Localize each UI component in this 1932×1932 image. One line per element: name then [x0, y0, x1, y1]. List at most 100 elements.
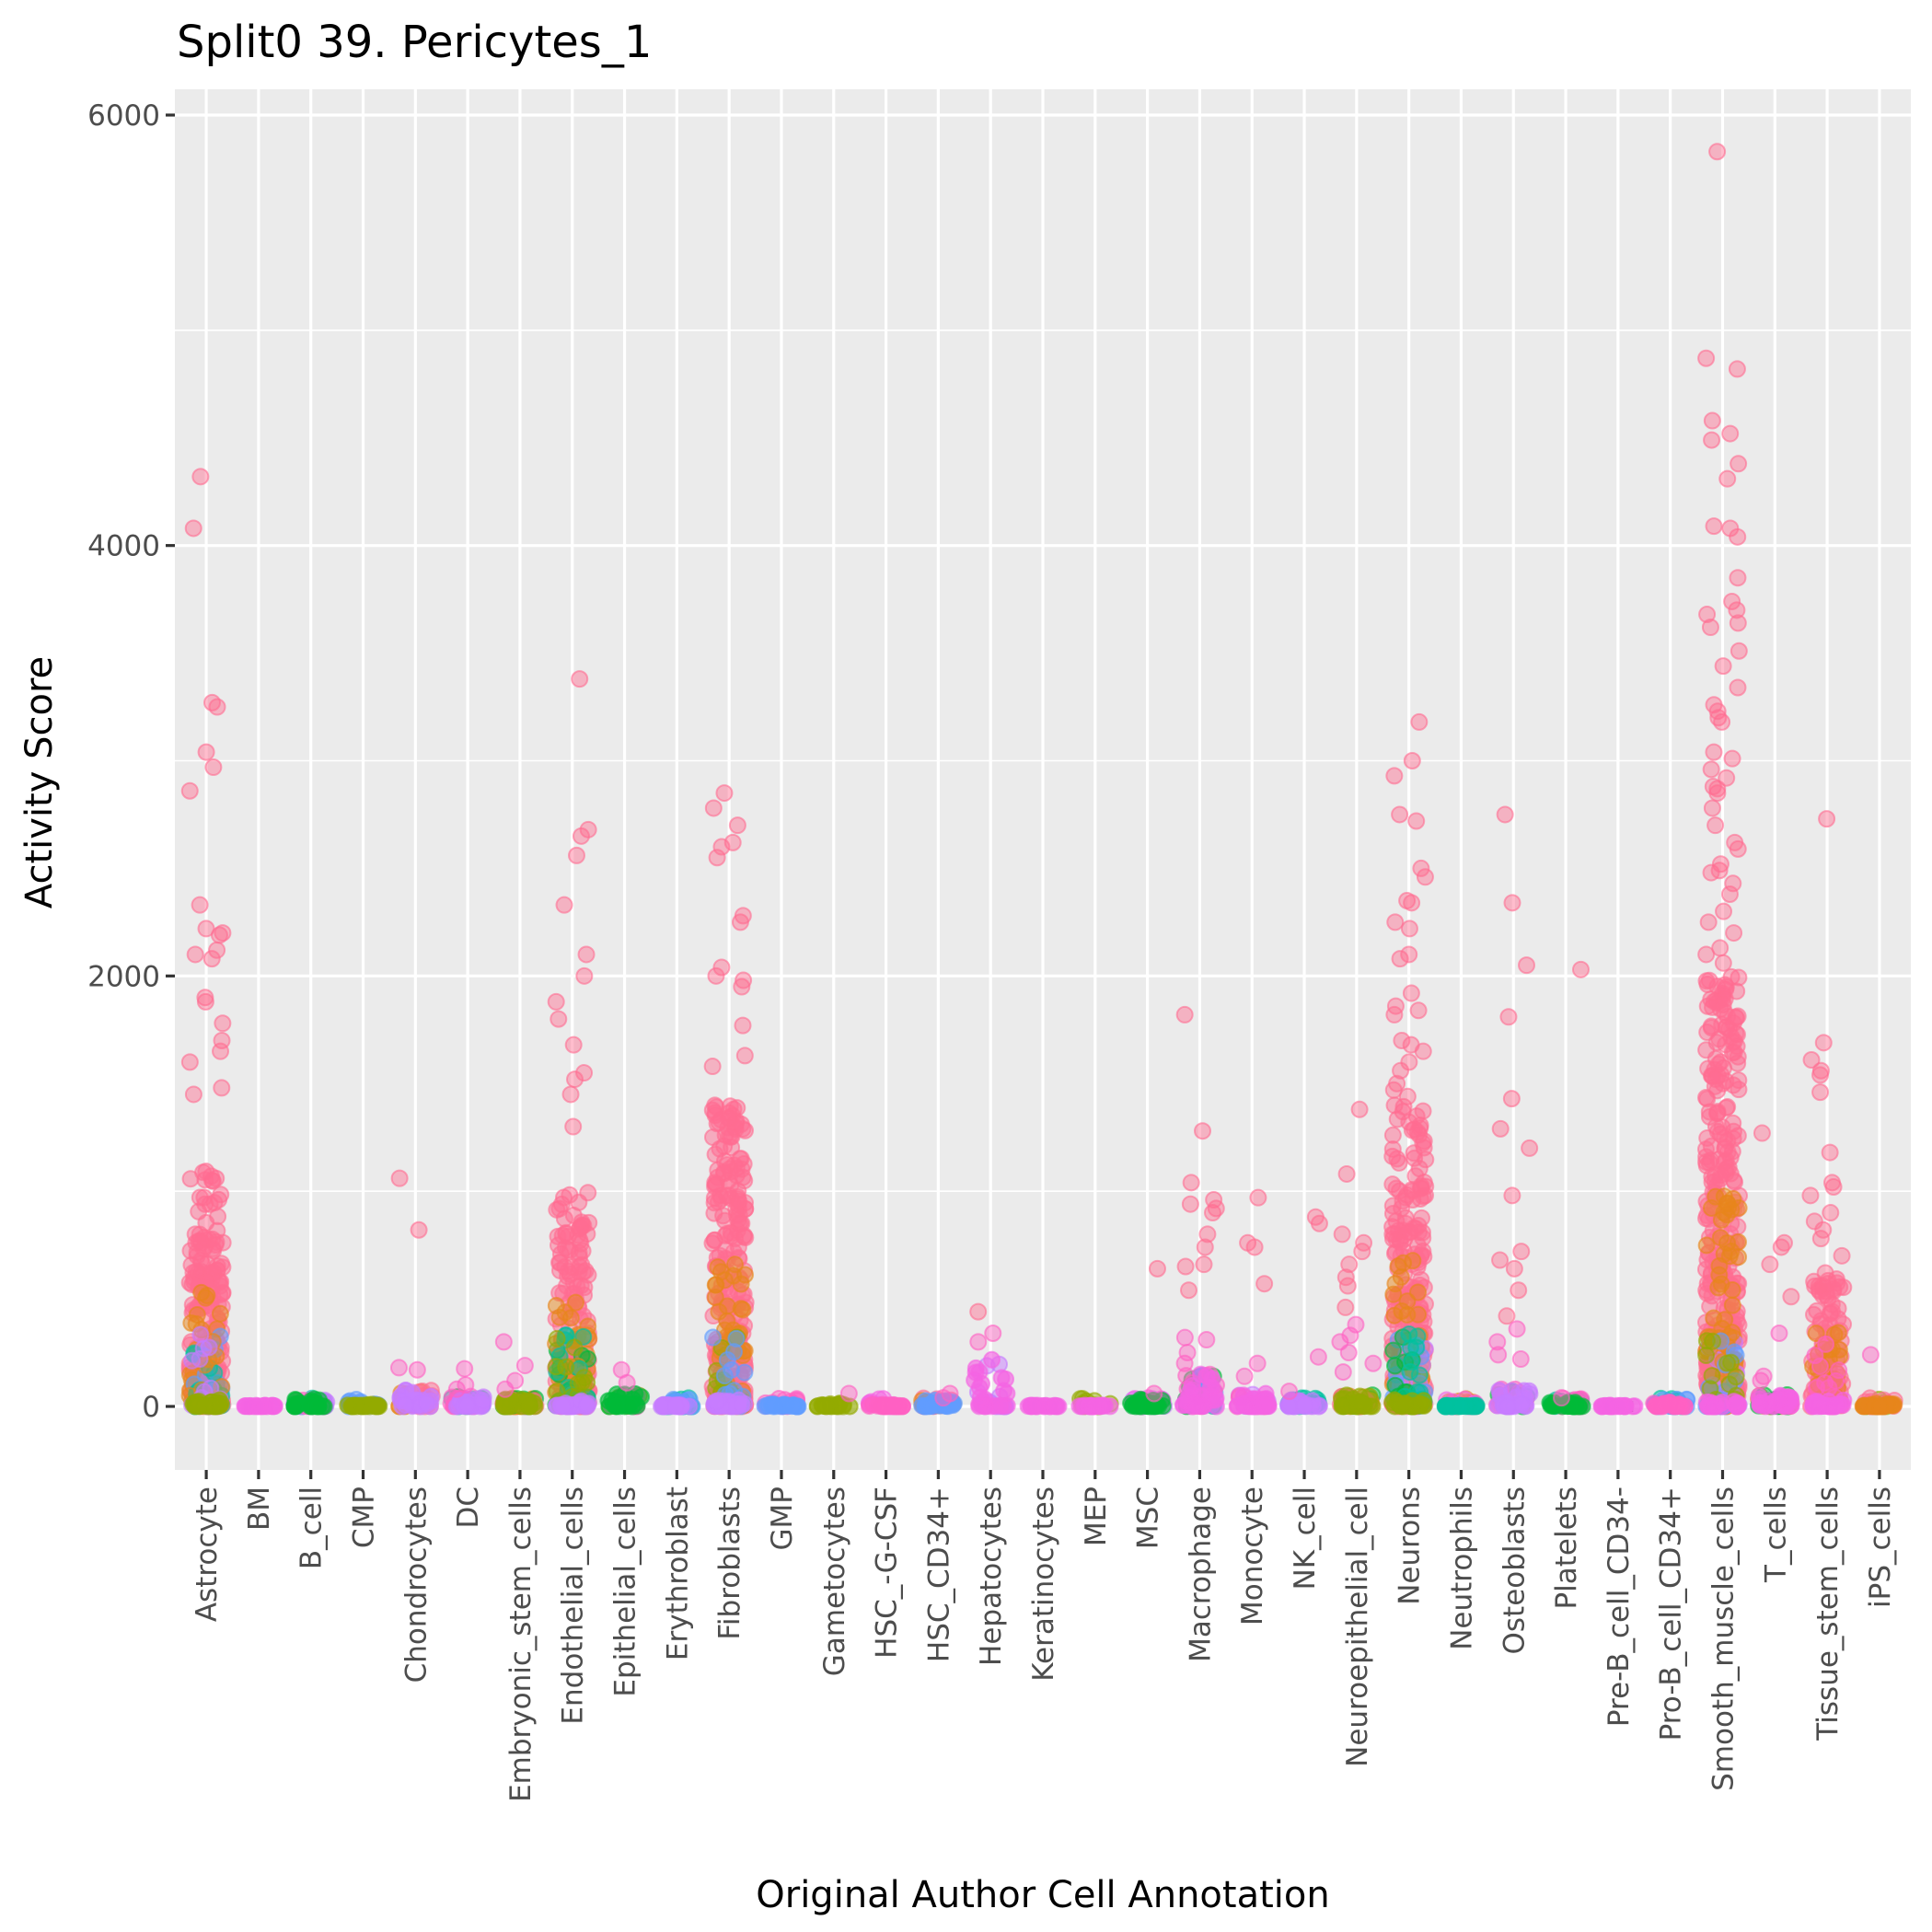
- x-tick-label: MEP: [1080, 1487, 1113, 1546]
- data-point: [735, 1227, 753, 1245]
- x-tick-label: HSC_-G-CSF: [871, 1487, 904, 1659]
- data-point-outlier: [984, 1324, 1002, 1342]
- data-point: [494, 1394, 513, 1413]
- data-point-outlier: [1824, 1177, 1843, 1196]
- x-tick-label: Pre-B_cell_CD34-: [1602, 1487, 1636, 1727]
- data-point: [569, 1374, 587, 1393]
- data-point-outlier: [1512, 1243, 1531, 1261]
- data-point: [840, 1397, 859, 1416]
- data-point: [607, 1397, 626, 1416]
- data-point-outlier: [1145, 1384, 1163, 1403]
- data-point: [1386, 1275, 1405, 1293]
- data-point: [1184, 1381, 1202, 1399]
- x-tick-label: Monocyte: [1236, 1487, 1269, 1625]
- data-point-outlier: [1508, 1320, 1526, 1338]
- data-point-outlier: [212, 1042, 230, 1060]
- data-point: [1724, 1189, 1742, 1208]
- x-tick-label: Platelets: [1550, 1487, 1583, 1610]
- data-point: [309, 1397, 328, 1416]
- x-tick-label: Embryonic_stem_cells: [504, 1487, 538, 1802]
- data-point-outlier: [515, 1357, 534, 1375]
- data-point: [1711, 1125, 1730, 1143]
- data-point-outlier: [734, 1016, 752, 1035]
- data-point-outlier: [1718, 469, 1737, 488]
- x-tick-label: Osteoblasts: [1498, 1487, 1531, 1655]
- data-point: [285, 1397, 304, 1416]
- data-point-outlier: [180, 781, 199, 800]
- data-point: [417, 1394, 435, 1413]
- data-point-outlier: [408, 1360, 426, 1379]
- data-point-outlier: [1416, 868, 1434, 886]
- data-point-outlier: [1175, 1328, 1194, 1347]
- x-tick-label: HSC_CD34+: [922, 1487, 955, 1662]
- data-point-outlier: [1412, 859, 1430, 877]
- x-tick-label: Hepatocytes: [975, 1487, 1008, 1666]
- data-point: [1723, 1324, 1741, 1342]
- data-point-outlier: [728, 816, 746, 835]
- data-point: [1724, 1114, 1742, 1132]
- data-point: [1704, 998, 1722, 1016]
- data-point-outlier: [186, 945, 204, 964]
- data-point: [1415, 1392, 1433, 1410]
- data-point: [1140, 1397, 1159, 1416]
- data-point: [997, 1370, 1015, 1388]
- data-point: [1403, 1181, 1421, 1199]
- data-point: [1385, 1357, 1404, 1375]
- data-point: [1295, 1396, 1313, 1415]
- data-point-outlier: [1410, 712, 1429, 731]
- data-point: [195, 1188, 214, 1207]
- x-tick-label: Chondrocytes: [399, 1487, 433, 1683]
- data-point-outlier: [1179, 1281, 1197, 1300]
- data-point: [977, 1397, 995, 1416]
- data-point: [578, 1395, 596, 1414]
- data-point-outlier: [1772, 1238, 1790, 1256]
- data-point-outlier: [1337, 1164, 1356, 1183]
- data-point: [1697, 1236, 1716, 1255]
- data-point: [1716, 976, 1734, 994]
- data-point: [197, 1213, 215, 1232]
- data-point: [1026, 1397, 1045, 1416]
- data-point-outlier: [969, 1302, 988, 1321]
- data-point-outlier: [735, 1047, 754, 1065]
- data-point-outlier: [389, 1359, 408, 1377]
- data-point-outlier: [1353, 1243, 1371, 1261]
- data-point-outlier: [1384, 1081, 1403, 1099]
- data-point-outlier: [410, 1221, 428, 1239]
- data-point-outlier: [1753, 1124, 1771, 1142]
- data-point-outlier: [1385, 1005, 1404, 1024]
- data-point-outlier: [1391, 950, 1409, 968]
- data-point: [704, 1328, 723, 1347]
- data-point: [1730, 1071, 1748, 1090]
- data-point-outlier: [1801, 1186, 1820, 1205]
- data-point-outlier: [1723, 592, 1741, 610]
- data-point-outlier: [1392, 1061, 1410, 1080]
- data-point: [1700, 1153, 1718, 1172]
- data-point-outlier: [1505, 1259, 1523, 1278]
- data-point: [1717, 1163, 1735, 1182]
- data-point: [1384, 1341, 1403, 1359]
- data-point-outlier: [1761, 1255, 1779, 1274]
- data-point: [211, 1304, 229, 1323]
- data-point: [1723, 1296, 1741, 1314]
- data-point-outlier: [1409, 1001, 1428, 1020]
- data-point: [1187, 1396, 1206, 1415]
- data-point-outlier: [1176, 1257, 1195, 1276]
- data-point: [1498, 1397, 1517, 1416]
- data-point: [192, 1283, 211, 1301]
- data-point: [1723, 1044, 1741, 1062]
- chart-title: Split0 39. Pericytes_1: [177, 17, 652, 68]
- data-point-outlier: [1802, 1051, 1821, 1070]
- data-point: [548, 1329, 566, 1348]
- data-point-outlier: [561, 1085, 580, 1104]
- data-point: [1817, 1335, 1835, 1353]
- data-point: [1712, 1275, 1730, 1293]
- data-point: [571, 1257, 589, 1276]
- data-point-outlier: [1571, 960, 1590, 978]
- data-point-outlier: [1175, 1005, 1194, 1024]
- data-point-outlier: [1698, 605, 1717, 623]
- data-point: [557, 1223, 575, 1242]
- data-point-outlier: [1708, 780, 1727, 798]
- data-point: [729, 1210, 747, 1229]
- x-tick-label: Gametocytes: [818, 1487, 851, 1676]
- data-point-outlier: [1728, 601, 1746, 619]
